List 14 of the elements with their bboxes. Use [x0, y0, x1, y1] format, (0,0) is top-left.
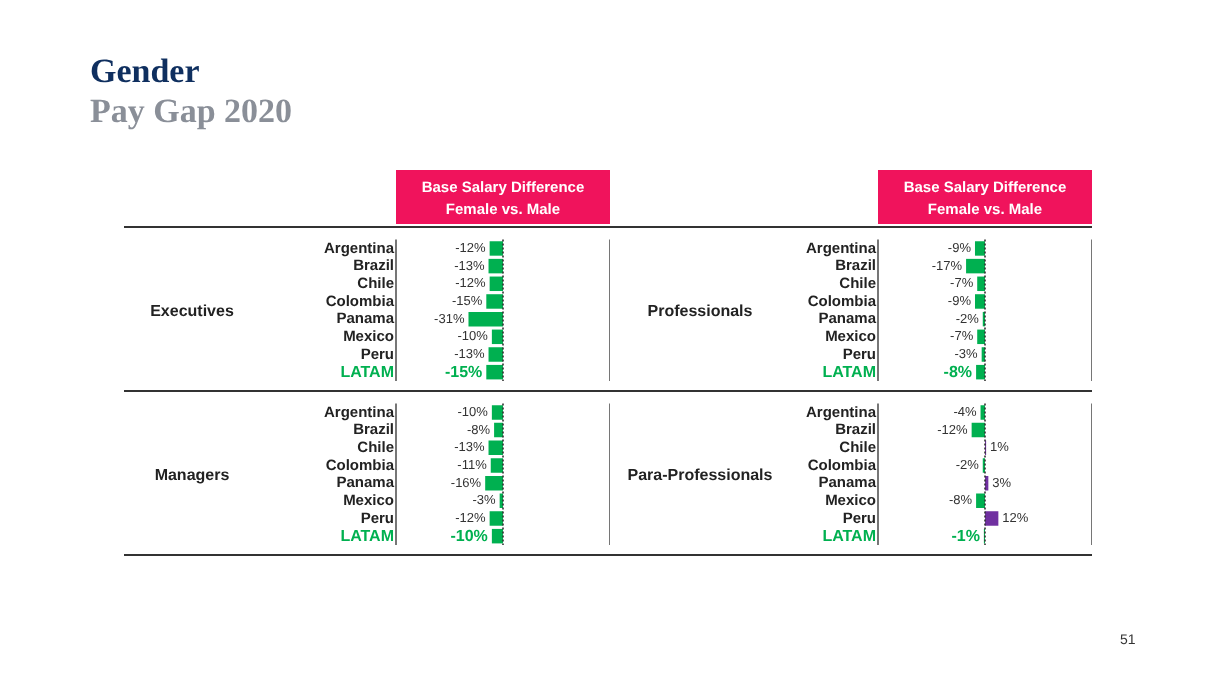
data-label: -10% — [450, 526, 488, 545]
text: Pay Gap 2020 — [90, 92, 293, 130]
y-axis-title: Para-Professionals — [625, 463, 775, 487]
data-label: -1% — [951, 526, 980, 545]
y-axis-title: Executives — [148, 299, 236, 323]
y-tick-label: LATAM — [340, 526, 395, 545]
y-tick-label: LATAM — [822, 526, 877, 545]
data-label: -15% — [444, 362, 483, 381]
y-axis-title: Managers — [152, 463, 232, 488]
y-axis-title: Professionals — [645, 299, 755, 323]
text: Gender — [90, 52, 200, 90]
y-tick-label: LATAM — [822, 362, 877, 381]
data-label: -8% — [943, 362, 973, 381]
y-tick-label: LATAM — [340, 362, 395, 381]
